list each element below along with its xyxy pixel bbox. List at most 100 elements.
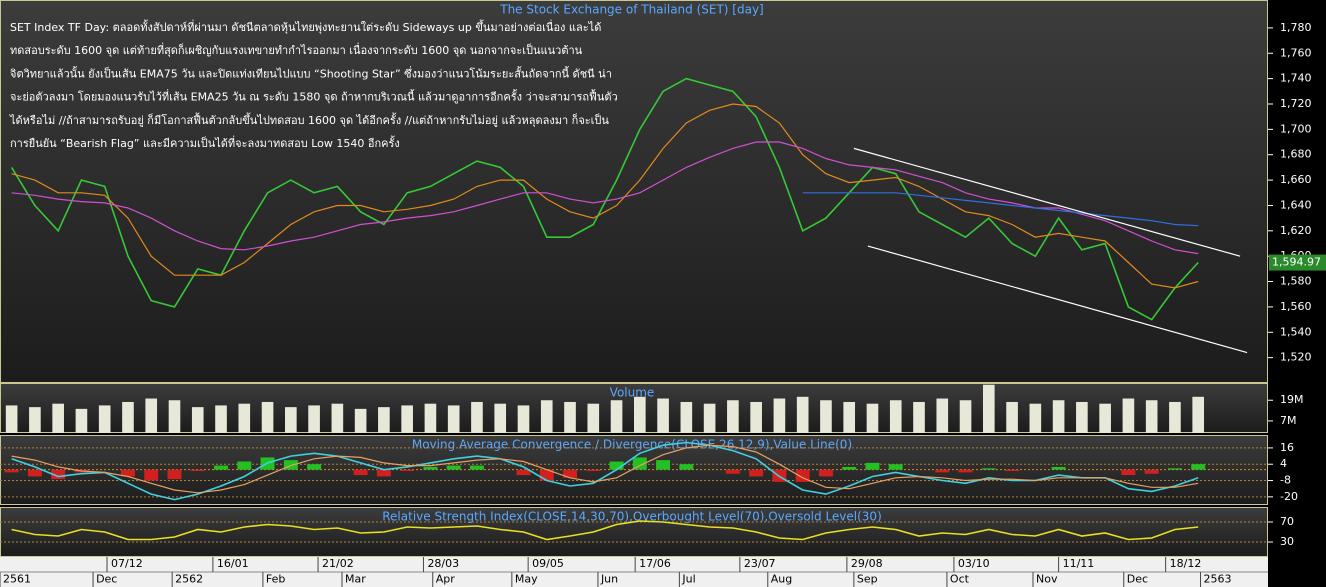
y-tick-label: 4 <box>1280 457 1287 470</box>
annotation: จิตวิทยาแล้วนั้น ยังเป็นเส้น EMA75 วัน แ… <box>9 65 611 80</box>
histogram-bar <box>725 469 740 474</box>
histogram-bar <box>446 465 461 470</box>
volume-bar <box>494 403 507 433</box>
last-price-box <box>1269 254 1326 271</box>
price-line <box>10 77 1199 321</box>
histogram-bar <box>214 465 229 470</box>
y-tick-label: 1,700 <box>1280 122 1312 135</box>
indicator-line <box>11 103 1199 289</box>
volume-bar <box>52 403 64 433</box>
histogram-bar <box>27 469 42 477</box>
histogram-bar <box>237 461 252 470</box>
volume-bar <box>331 403 344 433</box>
y-tick-label: 1,540 <box>1280 325 1312 338</box>
volume-bar <box>215 405 227 433</box>
volume-bar <box>982 384 995 433</box>
histogram-bar <box>469 465 484 470</box>
x-tick-label: Oct <box>950 573 970 586</box>
histogram-bar <box>4 469 19 473</box>
histogram-bar <box>120 469 135 477</box>
histogram-bar <box>958 469 973 473</box>
histogram-bar <box>190 469 205 472</box>
y-tick-label: 1,760 <box>1280 46 1312 59</box>
histogram-bar <box>1167 468 1182 470</box>
volume-bar <box>1029 403 1042 433</box>
y-tick-label: 1,520 <box>1280 351 1312 364</box>
x-tick-label: 18/12 <box>1170 557 1202 570</box>
x-tick-label: 07/12 <box>111 557 143 570</box>
histogram-bar <box>888 464 903 470</box>
volume-bar <box>517 405 530 433</box>
volume-bar <box>889 400 902 433</box>
y-tick-label: 16 <box>1280 441 1294 454</box>
histogram-bar <box>563 469 577 478</box>
y-tick-label: -8 <box>1280 474 1291 487</box>
histogram-bar <box>400 469 415 472</box>
x-tick-label: 2561 <box>3 573 31 586</box>
histogram-bar <box>865 462 880 470</box>
volume-bar <box>913 401 925 433</box>
volume-bar <box>471 401 483 433</box>
x-tick-label: 2562 <box>175 573 203 586</box>
volume-bar <box>1076 401 1088 433</box>
y-tick-label: -20 <box>1280 490 1298 503</box>
y-tick-label: 70 <box>1280 515 1294 528</box>
annotation: การยืนยัน “Bearish Flag” และมีความเป็นได… <box>10 135 400 150</box>
x-tick-label: Apr <box>436 573 456 586</box>
histogram-bar <box>353 469 368 476</box>
x-tick-label: Aug <box>771 573 792 586</box>
volume-bar <box>308 405 320 433</box>
histogram-bar <box>586 469 601 472</box>
volume-bar <box>750 401 762 433</box>
volume-bar <box>657 398 669 433</box>
histogram-bar <box>679 464 694 470</box>
panel-title: The Stock Exchange of Thailand (SET) [da… <box>499 3 763 17</box>
volume-bar <box>727 400 739 433</box>
histogram-bar <box>656 460 671 470</box>
volume-bar <box>610 400 623 433</box>
annotation: จะย่อตัวลงมา โดยมองแนวรับไว้ที่เส้น EMA2… <box>10 89 618 104</box>
indicator-line <box>11 444 1199 494</box>
y-tick-label: 1,740 <box>1280 72 1312 85</box>
histogram-bar <box>935 469 950 473</box>
x-tick-label: Feb <box>266 573 285 586</box>
volume-bar <box>796 396 809 433</box>
panel <box>0 507 1268 557</box>
x-tick-label: May <box>515 573 538 586</box>
panel <box>0 0 1268 383</box>
y-tick-label: 1,720 <box>1280 97 1312 110</box>
x-tick-label: 03/10 <box>958 557 990 570</box>
trendline <box>867 245 1248 354</box>
y-tick-label: 30 <box>1280 535 1294 548</box>
volume-bar <box>1145 400 1158 433</box>
trendline <box>853 147 1241 257</box>
panel-title: Volume <box>610 386 655 400</box>
histogram-bar <box>1191 464 1206 470</box>
histogram-bar <box>376 469 391 477</box>
histogram-bar <box>1051 466 1066 470</box>
y-tick-label: 19M <box>1280 393 1304 406</box>
histogram-bar <box>516 469 531 476</box>
y-tick-label: 1,580 <box>1280 275 1312 288</box>
annotation: ทดสอบระดับ 1600 จุด แต่ท้ายที่สุดก็เผชิญ… <box>10 42 583 57</box>
x-tick-label: Dec <box>96 573 117 586</box>
volume-bar <box>587 403 600 433</box>
volume-bar <box>843 401 856 433</box>
volume-bar <box>447 405 460 433</box>
histogram-bar <box>749 469 764 477</box>
volume-bar <box>354 408 367 433</box>
volume-bar <box>424 403 437 433</box>
x-tick-label: Jul <box>681 573 695 586</box>
y-tick-label: 1,660 <box>1280 173 1312 186</box>
volume-bar <box>145 398 158 433</box>
volume-bar <box>820 400 832 433</box>
volume-bar <box>703 403 716 433</box>
volume-bar <box>168 400 181 433</box>
histogram-bar <box>609 461 624 470</box>
volume-bar <box>378 407 390 433</box>
x-tick-label: 09/05 <box>532 557 564 570</box>
x-tick-label: 11/11 <box>1063 557 1095 570</box>
x-tick-label: 28/03 <box>427 557 459 570</box>
histogram-bar <box>1121 469 1136 476</box>
